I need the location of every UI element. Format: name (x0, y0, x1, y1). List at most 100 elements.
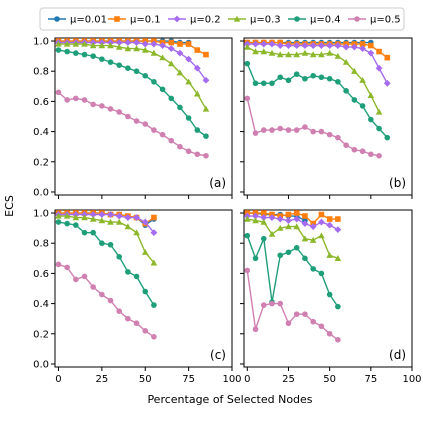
data-point (335, 134, 341, 141)
data-point (63, 212, 71, 219)
data-point (301, 220, 309, 227)
data-point (276, 215, 284, 223)
data-point (335, 303, 341, 310)
y-tick-label: 1.0 (33, 209, 49, 220)
legend-label: μ=0.3 (250, 15, 281, 26)
data-point (285, 77, 292, 84)
data-point (285, 249, 292, 256)
panel-2: 0.0 0.2 0.4 0.6 0.8 1.0 0 25 50 75 100 (c) (33, 209, 241, 385)
data-point (269, 300, 275, 307)
x-tick-label: 75 (364, 374, 377, 385)
data-point (159, 86, 166, 93)
data-point (334, 42, 342, 49)
legend-item: μ=0.01 (48, 15, 107, 26)
data-point (326, 49, 333, 56)
data-point (89, 42, 97, 49)
legend-item: μ=0.1 (108, 15, 161, 26)
data-point (350, 43, 358, 51)
data-point (293, 215, 301, 223)
data-point (359, 76, 366, 83)
data-point (116, 253, 123, 260)
legend-marker (173, 15, 181, 23)
data-point (168, 137, 175, 144)
data-point (277, 252, 284, 259)
data-point (90, 101, 96, 108)
series (243, 43, 383, 115)
x-tick-label: 50 (139, 374, 152, 385)
data-point (268, 214, 276, 221)
data-point (376, 48, 382, 55)
data-point (368, 151, 374, 158)
data-point (260, 210, 267, 216)
data-point (285, 217, 292, 224)
data-point (260, 235, 267, 242)
y-tick-label: 0.2 (33, 329, 49, 340)
data-point (376, 152, 382, 159)
legend-marker (354, 16, 360, 22)
data-point (302, 213, 308, 219)
data-point (176, 49, 184, 57)
data-point (359, 41, 366, 47)
data-point (285, 211, 292, 218)
data-point (151, 302, 157, 308)
y-tick-label: 0.2 (33, 157, 49, 168)
data-point (326, 42, 334, 49)
data-point (55, 261, 62, 268)
data-point (107, 211, 114, 218)
data-point (124, 223, 132, 230)
data-point (335, 216, 341, 222)
data-point (326, 221, 334, 229)
data-point (302, 311, 308, 317)
data-point (293, 71, 300, 78)
data-point (318, 51, 325, 58)
series (55, 261, 157, 340)
data-point (81, 273, 88, 280)
data-point (277, 125, 284, 132)
data-point (285, 42, 292, 49)
data-point (142, 327, 149, 334)
data-point (185, 115, 192, 121)
data-point (64, 97, 70, 103)
data-point (73, 95, 79, 102)
data-point (359, 103, 366, 109)
legend-label: μ=0.1 (130, 15, 161, 26)
data-point (260, 218, 268, 225)
data-point (318, 211, 325, 218)
data-point (185, 148, 192, 155)
legend-label: μ=0.5 (370, 15, 401, 26)
panel-0: 0.0 0.2 0.4 0.6 0.8 1.0 (a) (33, 37, 233, 199)
data-point (141, 218, 149, 226)
data-point (243, 215, 251, 222)
data-point (81, 214, 88, 221)
data-point (285, 51, 292, 58)
data-point (150, 49, 158, 56)
data-point (269, 80, 275, 87)
data-point (133, 68, 140, 75)
legend-item: μ=0.2 (168, 15, 221, 26)
series (243, 215, 342, 261)
data-point (260, 214, 268, 221)
data-point (367, 49, 375, 57)
panel-frame (243, 209, 413, 368)
x-tick-label: 0 (244, 374, 250, 385)
y-tick-label: 0.8 (33, 239, 49, 250)
data-point (63, 40, 71, 47)
data-point (293, 311, 300, 317)
data-point (334, 52, 342, 59)
data-point (243, 43, 251, 50)
data-point (185, 78, 192, 85)
data-point (302, 75, 308, 82)
data-point (318, 42, 325, 49)
data-point (318, 128, 325, 135)
y-tick-label: 0.8 (33, 67, 49, 78)
y-axis-label: ECS (3, 195, 16, 217)
data-point (107, 106, 114, 112)
data-point (375, 64, 383, 72)
series (244, 232, 341, 310)
data-point (343, 142, 349, 148)
data-point (133, 273, 140, 280)
data-point (285, 223, 292, 230)
legend-marker (233, 15, 241, 22)
data-point (293, 51, 301, 58)
legend-label: μ=0.4 (310, 15, 341, 26)
